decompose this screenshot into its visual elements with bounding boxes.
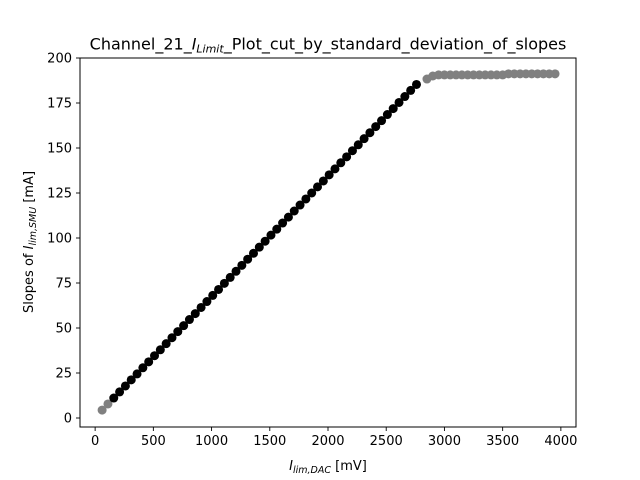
- data-point: [301, 194, 311, 204]
- x-axis-label: Ilim,DAC [mV]: [289, 459, 367, 476]
- data-point: [260, 236, 270, 246]
- data-point: [97, 405, 107, 415]
- data-point: [196, 302, 206, 312]
- data-point: [330, 164, 340, 174]
- x-tick-label: 0: [91, 434, 99, 449]
- data-point: [313, 182, 323, 192]
- data-point: [144, 357, 154, 367]
- data-point: [138, 363, 148, 373]
- data-point: [550, 69, 560, 79]
- x-tick-label: 2500: [370, 434, 403, 449]
- data-point: [406, 85, 416, 95]
- data-point: [219, 278, 229, 288]
- data-point: [237, 260, 247, 270]
- data-point: [400, 92, 410, 102]
- data-point: [353, 140, 363, 150]
- chart-title: Channel_21_ILimit_Plot_cut_by_standard_d…: [90, 35, 567, 56]
- y-tick-label: 50: [55, 322, 72, 337]
- data-point: [248, 248, 258, 258]
- data-point: [184, 315, 194, 325]
- data-point: [318, 176, 328, 186]
- y-tick-label: 150: [47, 142, 72, 157]
- data-point: [342, 152, 352, 162]
- y-tick-label: 0: [64, 412, 72, 427]
- data-point: [155, 345, 165, 355]
- y-tick-label: 175: [47, 97, 72, 112]
- data-point: [295, 200, 305, 210]
- data-point: [324, 170, 334, 180]
- data-point: [411, 79, 421, 89]
- data-point: [231, 266, 241, 276]
- data-point: [283, 212, 293, 222]
- data-point: [359, 134, 369, 144]
- data-point: [336, 158, 346, 168]
- data-point: [208, 290, 218, 300]
- y-tick-label: 100: [47, 232, 72, 247]
- data-point: [173, 327, 183, 337]
- y-tick-label: 75: [55, 277, 72, 292]
- y-tick-label: 125: [47, 187, 72, 202]
- plot-area: 0 500 1000 1500 2000 2500 3000 3500 4000 0 25 50 75 1…: [47, 52, 577, 450]
- data-point: [109, 393, 119, 403]
- data-point: [150, 351, 160, 361]
- data-point: [307, 188, 317, 198]
- y-axis-label: Slopes of Ilim,SMU [mA]: [22, 171, 39, 313]
- x-tick-label: 3000: [428, 434, 461, 449]
- data-point: [371, 122, 381, 132]
- data-point: [115, 387, 125, 397]
- data-point: [179, 321, 189, 331]
- data-point: [225, 272, 235, 282]
- data-point: [120, 381, 130, 391]
- data-point: [272, 224, 282, 234]
- data-point: [388, 104, 398, 114]
- x-tick-label: 4000: [544, 434, 577, 449]
- axes-frame: [79, 57, 577, 428]
- data-point: [202, 297, 212, 307]
- data-point: [126, 375, 136, 385]
- data-point: [377, 116, 387, 126]
- x-tick-label: 3500: [486, 434, 519, 449]
- data-point: [382, 110, 392, 120]
- data-point: [278, 218, 288, 228]
- data-point: [347, 146, 357, 156]
- data-point: [103, 399, 113, 409]
- x-tick-label: 1000: [195, 434, 228, 449]
- x-tick-label: 2000: [311, 434, 344, 449]
- data-point: [254, 242, 264, 252]
- y-tick-label: 25: [55, 367, 72, 382]
- x-tick-label: 1500: [253, 434, 286, 449]
- data-point: [214, 284, 224, 294]
- data-point: [161, 339, 171, 349]
- data-point: [365, 128, 375, 138]
- data-point: [167, 333, 177, 343]
- y-tick-label: 200: [47, 52, 72, 67]
- data-point: [266, 230, 276, 240]
- data-point: [394, 97, 404, 107]
- x-tick-label: 500: [141, 434, 166, 449]
- data-point: [132, 369, 142, 379]
- data-point: [289, 206, 299, 216]
- data-point: [243, 254, 253, 264]
- data-point: [190, 309, 200, 319]
